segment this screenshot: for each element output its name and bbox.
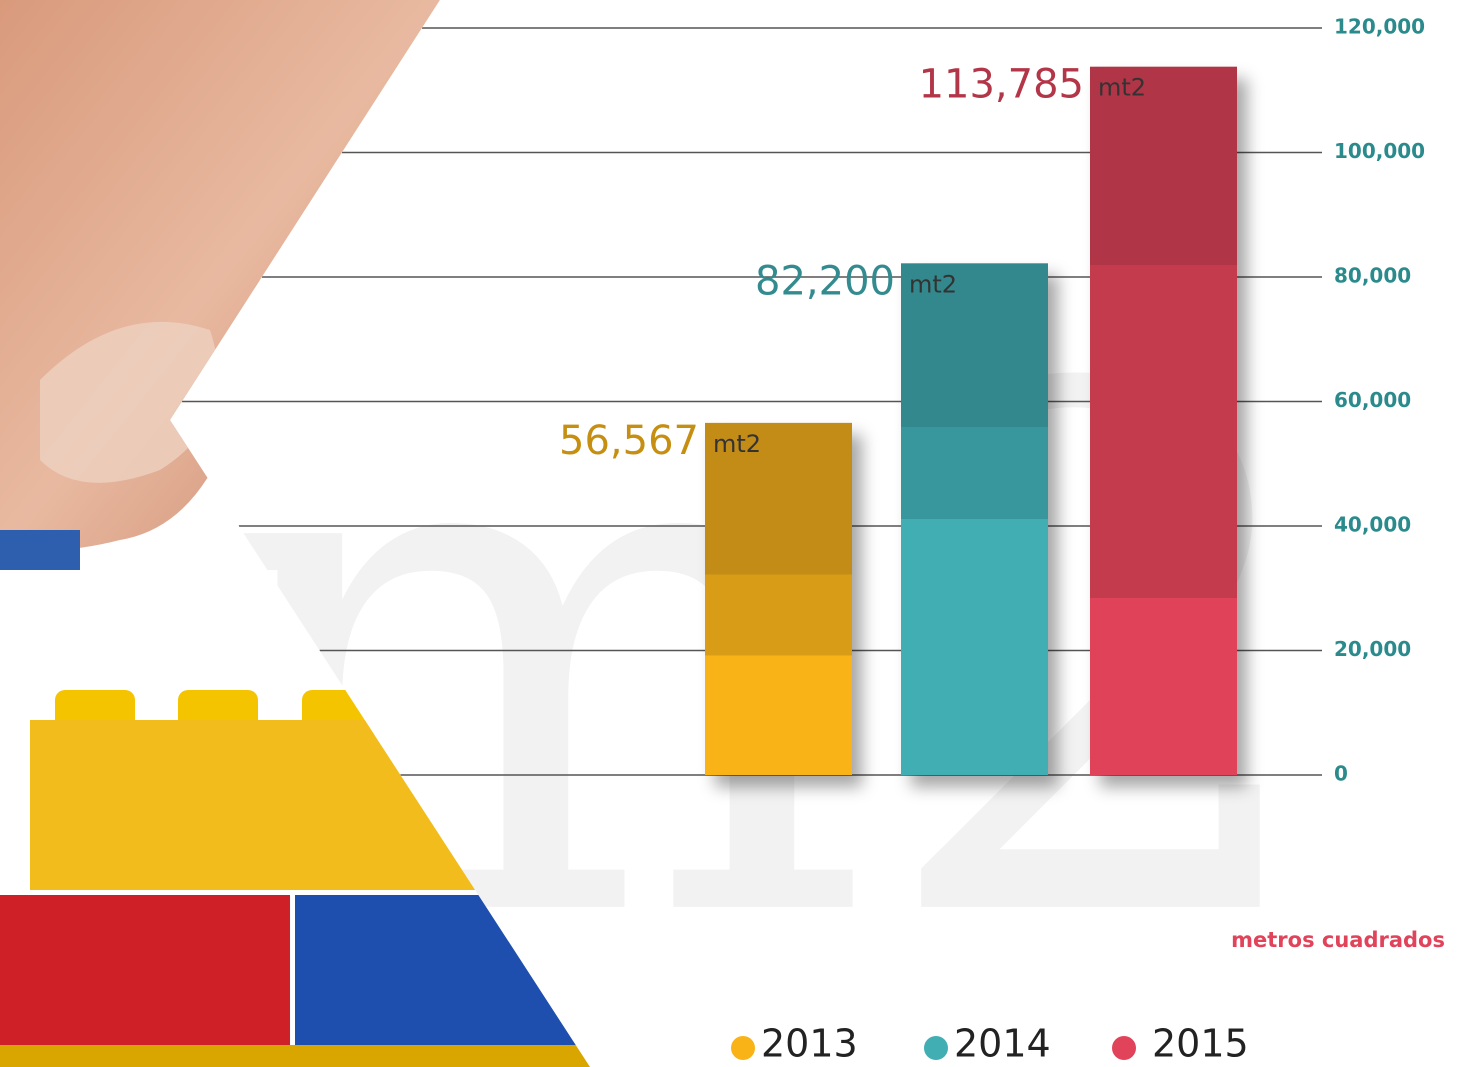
- legend-swatch: [924, 1036, 948, 1060]
- unit-label: mt2: [713, 430, 761, 458]
- axis-label: metros cuadrados: [1231, 928, 1445, 952]
- legend-label: 2014: [954, 1022, 1051, 1066]
- y-tick-label: 100,000: [1334, 139, 1425, 163]
- value-label: 82,200: [755, 258, 895, 304]
- bar: [901, 263, 1048, 775]
- bar: [705, 422, 852, 775]
- y-tick-label: 120,000: [1334, 15, 1425, 39]
- unit-label: mt2: [909, 270, 957, 298]
- y-tick-label: 60,000: [1334, 388, 1411, 412]
- unit-label: mt2: [1098, 74, 1146, 102]
- y-tick-label: 40,000: [1334, 513, 1411, 537]
- legend-label: 2015: [1152, 1022, 1249, 1066]
- y-tick-label: 80,000: [1334, 264, 1411, 288]
- legend-swatch: [731, 1036, 755, 1060]
- y-tick-label: 20,000: [1334, 637, 1411, 661]
- bar: [1090, 66, 1237, 776]
- value-label: 113,785: [919, 62, 1084, 108]
- legend-label: 2013: [761, 1022, 858, 1066]
- y-tick-label: 0: [1334, 762, 1348, 786]
- value-label: 56,567: [559, 418, 699, 464]
- legend-swatch: [1112, 1036, 1136, 1060]
